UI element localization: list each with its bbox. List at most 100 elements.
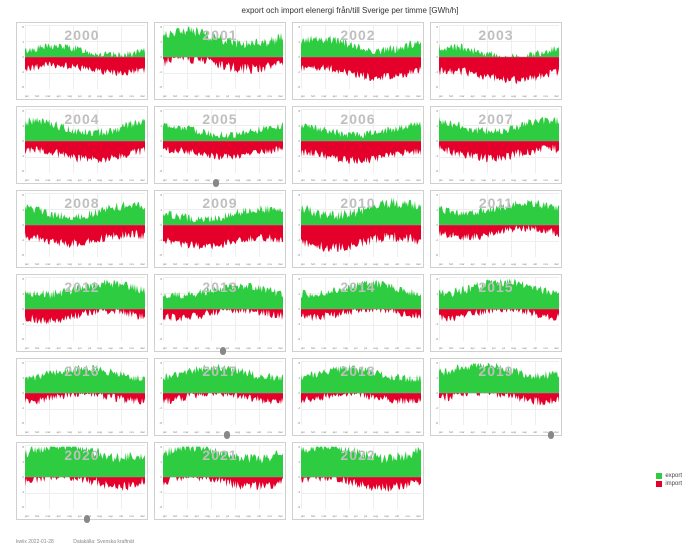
area-chart-svg [301,25,421,89]
area-chart-svg [25,445,145,509]
panel-2010: 2010janfebmaraprmajjunjulaugsepoktnovdec… [292,190,424,268]
x-axis-labels: janfebmaraprmajjunjulaugsepoktnovdec [163,94,283,98]
panel-row: 2012janfebmaraprmajjunjulaugsepoktnovdec… [16,274,576,352]
y-axis-labels: 840-4-8 [156,25,162,89]
plot-area [163,277,283,341]
import-area [439,393,559,406]
export-area [301,198,421,225]
footer-date: kwiix 2022-01-28 [16,539,54,545]
import-area [25,57,145,76]
plot-area [439,25,559,89]
y-axis-labels: 840-4-8 [156,277,162,341]
area-chart-svg [163,445,283,509]
plot-area [25,25,145,89]
panel-2017: 2017janfebmaraprmajjunjulaugsepoktnovdec… [154,358,286,436]
x-axis-labels: janfebmaraprmajjunjulaugsepoktnovdec [439,178,559,182]
panel-2020: 2020janfebmaraprmajjunjulaugsepoktnovdec… [16,442,148,520]
x-axis-labels: janfebmaraprmajjunjulaugsepoktnovdec [163,262,283,266]
import-area [301,393,421,405]
plot-area [301,277,421,341]
y-axis-labels: 840-4-8 [432,109,438,173]
y-axis-labels: 840-4-8 [18,193,24,257]
event-marker-icon [84,515,90,523]
y-axis-labels: 840-4-8 [18,109,24,173]
export-area [301,365,421,394]
area-chart-svg [25,361,145,425]
area-chart-svg [301,277,421,341]
export-area [439,117,559,141]
export-area [163,122,283,141]
event-marker-icon [213,179,219,187]
y-axis-labels: 840-4-8 [156,361,162,425]
y-axis-labels: 840-4-8 [432,277,438,341]
x-axis-labels: janfebmaraprmajjunjulaugsepoktnovdec [301,514,421,518]
export-area [25,365,145,393]
y-axis-labels: 840-4-8 [18,445,24,509]
area-chart-svg [163,193,283,257]
import-area [163,309,283,322]
panel-2012: 2012janfebmaraprmajjunjulaugsepoktnovdec… [16,274,148,352]
x-axis-labels: janfebmaraprmajjunjulaugsepoktnovdec [25,262,145,266]
export-area [439,44,559,57]
plot-area [301,109,421,173]
panel-2000: 2000janfebmaraprmajjunjulaugsepoktnovdec… [16,22,148,100]
event-marker-icon [220,347,226,355]
y-axis-labels: 840-4-8 [432,193,438,257]
import-area [301,225,421,252]
plot-area [163,25,283,89]
area-chart-svg [163,277,283,341]
import-area [439,309,559,322]
panel-2005: 2005janfebmaraprmajjunjulaugsepoktnovdec… [154,106,286,184]
plot-area [301,193,421,257]
area-chart-svg [439,361,559,425]
panel-row: 2000janfebmaraprmajjunjulaugsepoktnovdec… [16,22,576,100]
plot-area [163,193,283,257]
y-axis-labels: 840-4-8 [18,277,24,341]
panel-row: 2016janfebmaraprmajjunjulaugsepoktnovdec… [16,358,576,436]
export-area [25,201,145,225]
export-area [301,35,421,57]
area-chart-svg [301,193,421,257]
area-chart-svg [301,109,421,173]
export-area [163,27,283,57]
panel-2001: 2001janfebmaraprmajjunjulaugsepoktnovdec… [154,22,286,100]
import-area [163,141,283,160]
import-area [301,477,421,492]
legend-item-export: export [656,473,682,479]
panel-2003: 2003janfebmaraprmajjunjulaugsepoktnovdec… [430,22,562,100]
y-axis-labels: 840-4-8 [156,109,162,173]
area-chart-svg [25,25,145,89]
panel-2015: 2015janfebmaraprmajjunjulaugsepoktnovdec… [430,274,562,352]
panel-2016: 2016janfebmaraprmajjunjulaugsepoktnovdec… [16,358,148,436]
export-area [25,117,145,141]
export-area [439,363,559,393]
area-chart-svg [301,361,421,425]
panel-2021: 2021janfebmaraprmajjunjulaugsepoktnovdec… [154,442,286,520]
area-chart-svg [163,361,283,425]
panel-2008: 2008janfebmaraprmajjunjulaugsepoktnovdec… [16,190,148,268]
plot-area [301,25,421,89]
import-area [301,309,421,321]
area-chart-svg [301,445,421,509]
x-axis-labels: janfebmaraprmajjunjulaugsepoktnovdec [301,346,421,350]
export-area [301,122,421,142]
area-chart-svg [25,193,145,257]
import-area [163,225,283,250]
legend-label-export: export [665,473,682,479]
panel-2009: 2009janfebmaraprmajjunjulaugsepoktnovdec… [154,190,286,268]
export-area [163,282,283,309]
footer-source: Datakälla: Svenska kraftnät [73,539,134,545]
y-axis-labels: 840-4-8 [294,25,300,89]
plot-area [25,109,145,173]
x-axis-labels: janfebmaraprmajjunjulaugsepoktnovdec [301,94,421,98]
y-axis-labels: 840-4-8 [294,277,300,341]
plot-area [301,445,421,509]
y-axis-labels: 840-4-8 [294,361,300,425]
y-axis-labels: 840-4-8 [156,193,162,257]
x-axis-labels: janfebmaraprmajjunjulaugsepoktnovdec [25,94,145,98]
plot-area [25,277,145,341]
x-axis-labels: janfebmaraprmajjunjulaugsepoktnovdec [439,262,559,266]
legend-item-import: import [656,481,682,487]
export-area [301,447,421,477]
y-axis-labels: 840-4-8 [432,361,438,425]
